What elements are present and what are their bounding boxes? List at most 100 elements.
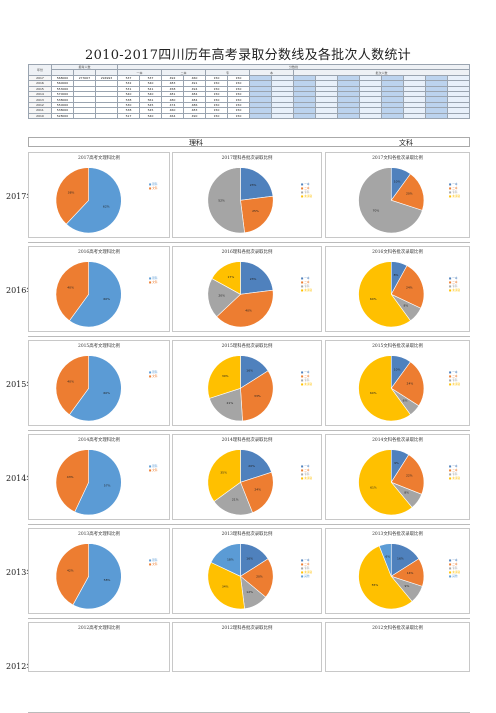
arts-data-label: 22% bbox=[406, 473, 413, 477]
chart-title: 2014理科各批次录取比例 bbox=[221, 438, 273, 443]
arts-data-label: 16% bbox=[397, 557, 404, 561]
legend-item: ■ 二本 bbox=[449, 469, 458, 473]
arts-slice bbox=[358, 261, 411, 328]
chart-title: 2015理科各批次录取比例 bbox=[221, 344, 273, 349]
pie-chart: 60% 40% bbox=[55, 261, 122, 328]
legend-item: ■ 文科 bbox=[149, 563, 158, 567]
science-slice bbox=[209, 387, 243, 422]
year-label: 2017年 bbox=[6, 192, 35, 201]
science-data-label: 21% bbox=[232, 498, 239, 502]
legend-item: ■ 未录取 bbox=[301, 195, 313, 199]
science-data-label: 20% bbox=[218, 294, 225, 298]
science-data-label: 23% bbox=[250, 277, 257, 281]
arts-slice bbox=[390, 173, 425, 211]
science-data-label: 30% bbox=[222, 374, 229, 378]
ratio-slice bbox=[55, 355, 89, 416]
ratio-pie-panel: 2017高考文理科比例 62% 38% ■ 理科 ■ 文科 bbox=[28, 152, 170, 238]
arts-pie-panel: 2015文科各批次录取比例 10% 24% 6% 60% ■ 一本 ■ 二本 ■ 专科 ■ 未录… bbox=[325, 340, 470, 426]
year-label: 2016年 bbox=[6, 286, 35, 295]
ratio-slice bbox=[69, 261, 122, 328]
table-row: 2013 538000 538 561 480 484 150 150 bbox=[28, 96, 470, 103]
chart-title: 2013文科各批次录取比例 bbox=[372, 532, 423, 537]
pie-chart: 62% 38% bbox=[55, 167, 122, 234]
chart-title: 2017理科各批次录取比例 bbox=[221, 156, 273, 161]
legend-item: ■ 理科 bbox=[149, 465, 158, 469]
ratio-data-label: 40% bbox=[67, 379, 74, 383]
science-data-label: 18% bbox=[227, 557, 234, 561]
legend-item: ■ 一本 bbox=[449, 183, 458, 187]
science-slice bbox=[207, 278, 242, 318]
chart-legend: ■ 一本 ■ 二本 ■ 专科 ■ 未录取 ■ 其他 bbox=[449, 559, 460, 579]
arts-slice bbox=[378, 543, 392, 577]
ratio-data-label: 57% bbox=[104, 483, 111, 487]
table-cell bbox=[403, 112, 426, 119]
ratio-slice bbox=[74, 449, 122, 516]
science-data-label: 23% bbox=[250, 183, 257, 187]
ratio-data-label: 43% bbox=[67, 475, 74, 479]
arts-pie-panel: 2016文科各批次录取比例 8% 24% 8% 60% ■ 一本 ■ 二本 ■ 专科 ■ 未录取 bbox=[325, 246, 470, 332]
legend-item: ■ 专科 bbox=[449, 191, 458, 195]
science-data-label: 35% bbox=[220, 471, 227, 475]
science-slice bbox=[216, 289, 274, 328]
science-data-label: 34% bbox=[222, 584, 229, 588]
science-pie-panel: 2015理科各批次录取比例 16% 33% 21% 30% ■ 一本 ■ 二本 ■ 专科 ■ 未… bbox=[172, 340, 322, 426]
table-cell: 464 bbox=[161, 112, 184, 119]
chart-legend: ■ 理科 ■ 文科 bbox=[149, 559, 157, 567]
arts-data-label: 9% bbox=[405, 584, 410, 588]
chart-title: 2012文科各批次录取比例 bbox=[372, 626, 423, 631]
arts-data-label: 6% bbox=[403, 398, 408, 402]
table-year-cell: 2010 bbox=[28, 112, 52, 119]
arts-data-label: 24% bbox=[407, 382, 414, 386]
chart-legend: ■ 理科 ■ 文科 bbox=[149, 277, 157, 285]
arts-data-label: 24% bbox=[406, 285, 413, 289]
year-label: 2015年 bbox=[6, 380, 35, 389]
science-data-label: 16% bbox=[246, 369, 253, 373]
table-cell bbox=[447, 112, 470, 119]
ratio-data-label: 38% bbox=[68, 190, 75, 194]
table-cell bbox=[359, 112, 382, 119]
chart-legend: ■ 理科 ■ 文科 bbox=[149, 465, 157, 473]
legend-item: ■ 文科 bbox=[149, 469, 158, 473]
chart-legend: ■ 一本 ■ 二本 ■ 专科 ■ 未录取 bbox=[449, 277, 460, 293]
science-data-label: 17% bbox=[228, 275, 235, 279]
legend-item: ■ 二本 bbox=[301, 469, 310, 473]
chart-title: 2013高考文理科比例 bbox=[78, 532, 120, 537]
ratio-data-label: 40% bbox=[67, 285, 74, 289]
ratio-pie-panel: 2016高考文理科比例 60% 40% ■ 理科 ■ 文科 bbox=[28, 246, 170, 332]
arts-pie-panel: 2012文科各批次录取比例 bbox=[325, 622, 470, 672]
legend-item: ■ 一本 bbox=[301, 183, 310, 187]
legend-item: ■ 一本 bbox=[301, 559, 310, 563]
table-cell bbox=[249, 112, 272, 119]
table-cell bbox=[337, 112, 360, 119]
legend-item: ■ 一本 bbox=[449, 465, 458, 469]
science-pie-panel: 2017理科各批次录取比例 23% 25% 52% ■ 一本 ■ 二本 ■ 专科 ■ 未录取 bbox=[172, 152, 322, 238]
legend-item: ■ 理科 bbox=[149, 559, 158, 563]
chart-title: 2015高考文理科比例 bbox=[78, 344, 120, 349]
chart-title: 2017高考文理科比例 bbox=[78, 156, 120, 161]
legend-item: ■ 二本 bbox=[301, 375, 310, 379]
science-data-label: 25% bbox=[252, 209, 259, 213]
legend-item: ■ 一本 bbox=[301, 465, 310, 469]
pie-chart: 58% 42% bbox=[55, 543, 122, 610]
legend-item: ■ 专科 bbox=[449, 285, 458, 289]
science-pie-panel: 2012理科各批次录取比例 bbox=[172, 622, 322, 672]
ratio-slice bbox=[55, 543, 89, 606]
table-cell: 517 bbox=[117, 112, 140, 119]
score-table: 年份 报考人数 分数线 一本 二本 专 本 批次人数 2017 568000 273… bbox=[28, 63, 470, 119]
legend-item: ■ 未录取 bbox=[301, 383, 313, 387]
ratio-slice bbox=[69, 355, 122, 422]
table-cell bbox=[381, 112, 404, 119]
science-slice bbox=[207, 167, 245, 234]
science-data-label: 21% bbox=[227, 401, 234, 405]
chart-title: 2016理科各批次录取比例 bbox=[221, 250, 273, 255]
ratio-pie-panel: 2013高考文理科比例 58% 42% ■ 理科 ■ 文科 bbox=[28, 528, 170, 614]
legend-item: ■ 理科 bbox=[149, 277, 158, 281]
legend-item: ■ 专科 bbox=[449, 379, 458, 383]
table-cell bbox=[425, 112, 448, 119]
ratio-slice bbox=[65, 167, 122, 234]
pie-chart: 16% 14% 9% 55% 6% bbox=[358, 543, 425, 610]
legend-item: ■ 其他 bbox=[301, 575, 310, 579]
table-cell bbox=[293, 112, 316, 119]
science-data-label: 40% bbox=[245, 308, 252, 312]
pie-chart: 23% 40% 20% 17% bbox=[207, 261, 274, 328]
